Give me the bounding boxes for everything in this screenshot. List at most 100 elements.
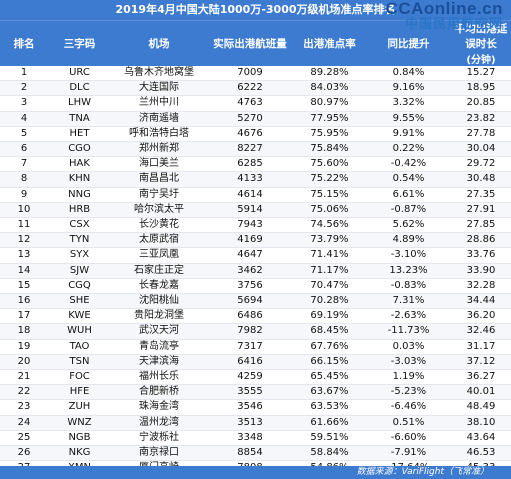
cell-code: LHW (48, 95, 111, 112)
table-row: 14 SJW 石家庄正定 3462 71.17% 13.23% 33.90 (0, 263, 511, 279)
cell-delay: 27.85 (451, 217, 511, 234)
cell-airport: 兰州中川 (111, 95, 207, 112)
cell-rank: 21 (0, 369, 48, 386)
cell-delay: 37.12 (451, 354, 511, 371)
cell-rank: 19 (0, 339, 48, 355)
cell-airport: 合肥新桥 (111, 384, 207, 401)
cell-flights: 7982 (207, 323, 293, 340)
header-delay-unit: (分钟) (466, 55, 496, 66)
cell-airport: 长沙黄花 (111, 217, 207, 234)
cell-rank: 10 (0, 202, 48, 219)
cell-airport: 福州长乐 (111, 369, 207, 386)
cell-flights: 7317 (207, 339, 293, 355)
cell-ontime-rate: 63.53% (293, 399, 366, 416)
cell-code: URC (48, 66, 111, 82)
cell-yoy: 3.32% (366, 95, 451, 112)
cell-rank: 9 (0, 187, 48, 203)
cell-yoy: 0.51% (366, 415, 451, 431)
cell-flights: 6486 (207, 308, 293, 325)
cell-rank: 7 (0, 156, 48, 173)
cell-flights: 6222 (207, 80, 293, 97)
table-row: 11 CSX 长沙黄花 7943 74.56% 5.62% 27.85 (0, 217, 511, 234)
header-ontime-rate: 出港准点率 (293, 20, 366, 66)
header-flights: 实际出港航班量 (207, 20, 293, 66)
cell-yoy: 9.91% (366, 126, 451, 143)
cell-ontime-rate: 75.06% (293, 202, 366, 219)
cell-rank: 3 (0, 95, 48, 112)
table-row: 10 HRB 哈尔滨太平 5914 75.06% -0.87% 27.91 (0, 202, 511, 219)
cell-code: WNZ (48, 415, 111, 431)
cell-rank: 23 (0, 399, 48, 416)
cell-delay: 36.27 (451, 369, 511, 386)
cell-yoy: -0.87% (366, 202, 451, 219)
cell-rank: 24 (0, 415, 48, 431)
source-footer: 数据来源：VariFlight（飞常准） (0, 466, 511, 479)
ranking-table: 排名 三字码 机场 实际出港航班量 出港准点率 同比提升 平均出港延误时长 (分… (0, 20, 511, 477)
table-body: 1 URC 乌鲁木齐地窝堡 7009 89.28% 0.84% 15.27 2 DLC 大连国际 6… (0, 66, 511, 477)
cell-airport: 石家庄正定 (111, 263, 207, 279)
cell-code: HET (48, 126, 111, 143)
cell-flights: 8227 (207, 141, 293, 158)
cell-yoy: -6.46% (366, 399, 451, 416)
cell-rank: 14 (0, 263, 48, 279)
cell-flights: 3555 (207, 384, 293, 401)
cell-rank: 13 (0, 247, 48, 264)
cell-delay: 38.10 (451, 415, 511, 431)
cell-ontime-rate: 75.22% (293, 171, 366, 188)
table-row: 5 HET 呼和浩特白塔 4676 75.95% 9.91% 27.78 (0, 126, 511, 143)
cell-ontime-rate: 65.45% (293, 369, 366, 386)
cell-ontime-rate: 89.28% (293, 66, 366, 82)
cell-ontime-rate: 58.84% (293, 445, 366, 462)
header-airport: 机场 (111, 20, 207, 66)
cell-ontime-rate: 68.45% (293, 323, 366, 340)
cell-ontime-rate: 74.56% (293, 217, 366, 234)
cell-flights: 7943 (207, 217, 293, 234)
cell-code: CGO (48, 141, 111, 158)
header-delay: 平均出港延误时长 (分钟) (451, 20, 511, 66)
cell-delay: 27.78 (451, 126, 511, 143)
cell-yoy: 5.62% (366, 217, 451, 234)
cell-yoy: 9.55% (366, 111, 451, 127)
cell-ontime-rate: 75.15% (293, 187, 366, 203)
table-row: 9 NNG 南宁吴圩 4614 75.15% 6.61% 27.35 (0, 187, 511, 203)
cell-rank: 20 (0, 354, 48, 371)
cell-ontime-rate: 71.41% (293, 247, 366, 264)
cell-yoy: -2.63% (366, 308, 451, 325)
cell-airport: 贵阳龙洞堡 (111, 308, 207, 325)
cell-ontime-rate: 59.51% (293, 430, 366, 447)
cell-flights: 4676 (207, 126, 293, 143)
table-row: 24 WNZ 温州龙湾 3513 61.66% 0.51% 38.10 (0, 415, 511, 431)
cell-delay: 36.20 (451, 308, 511, 325)
cell-rank: 18 (0, 323, 48, 340)
table-row: 6 CGO 郑州新郑 8227 75.84% 0.22% 30.04 (0, 141, 511, 158)
cell-flights: 4169 (207, 232, 293, 249)
cell-delay: 43.64 (451, 430, 511, 447)
cell-flights: 3513 (207, 415, 293, 431)
cell-yoy: -5.23% (366, 384, 451, 401)
cell-delay: 29.72 (451, 156, 511, 173)
table-row: 13 SYX 三亚凤凰 4647 71.41% -3.10% 33.76 (0, 247, 511, 264)
cell-yoy: 7.31% (366, 293, 451, 310)
cell-ontime-rate: 71.17% (293, 263, 366, 279)
cell-yoy: 9.16% (366, 80, 451, 97)
cell-code: ZUH (48, 399, 111, 416)
table-row: 21 FOC 福州长乐 4259 65.45% 1.19% 36.27 (0, 369, 511, 386)
cell-airport: 太原武宿 (111, 232, 207, 249)
table-row: 26 NKG 南京禄口 8854 58.84% -7.91% 46.53 (0, 445, 511, 462)
cell-yoy: 4.89% (366, 232, 451, 249)
cell-airport: 济南遥墙 (111, 111, 207, 127)
table-row: 15 CGQ 长春龙嘉 3756 70.47% -0.83% 32.28 (0, 278, 511, 295)
cell-ontime-rate: 70.28% (293, 293, 366, 310)
cell-yoy: -0.42% (366, 156, 451, 173)
cell-rank: 25 (0, 430, 48, 447)
cell-airport: 沈阳桃仙 (111, 293, 207, 310)
cell-airport: 海口美兰 (111, 156, 207, 173)
cell-code: TSN (48, 354, 111, 371)
table-row: 2 DLC 大连国际 6222 84.03% 9.16% 18.95 (0, 80, 511, 97)
table-row: 25 NGB 宁波栎社 3348 59.51% -6.60% 43.64 (0, 430, 511, 447)
cell-code: SJW (48, 263, 111, 279)
cell-delay: 23.82 (451, 111, 511, 127)
table-row: 1 URC 乌鲁木齐地窝堡 7009 89.28% 0.84% 15.27 (0, 66, 511, 82)
cell-yoy: -11.73% (366, 323, 451, 340)
